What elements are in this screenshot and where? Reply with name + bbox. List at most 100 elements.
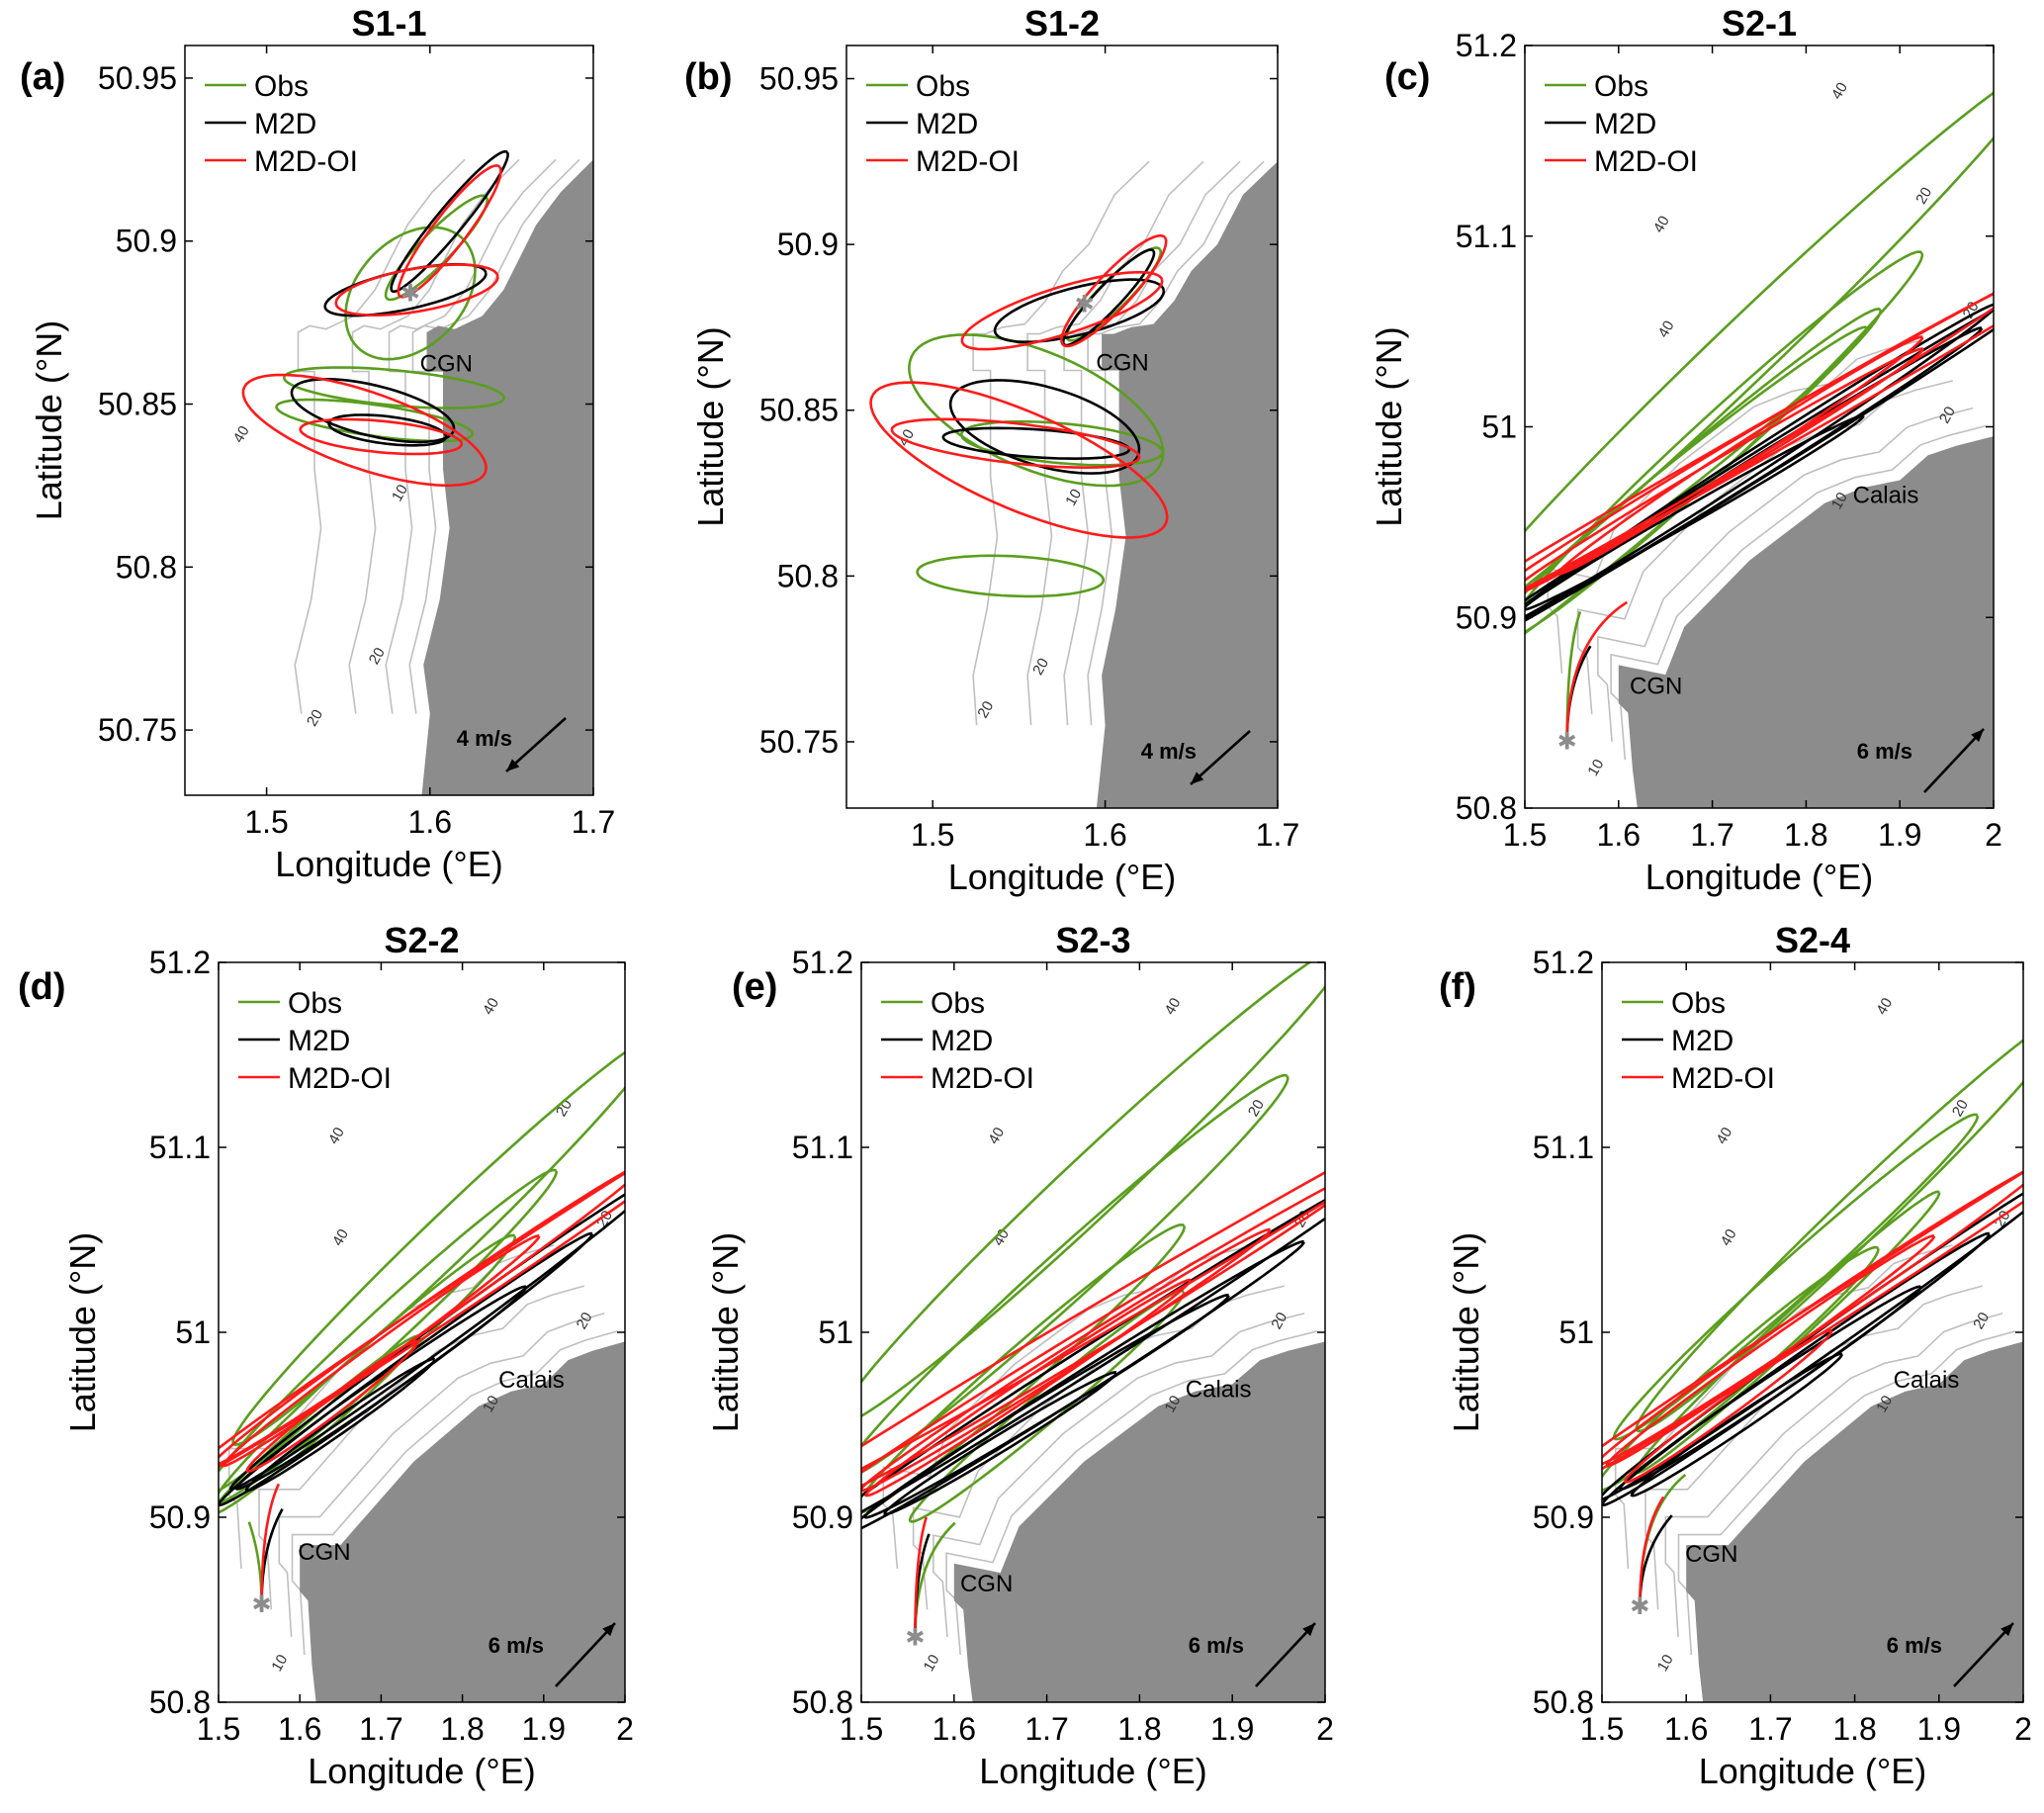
x-tick-label: 2 [1316, 1711, 1334, 1747]
x-axis-label: Longitude (°E) [308, 1751, 536, 1791]
legend-entry: M2D-OI [931, 1062, 1034, 1095]
place-label-cgn: CGN [960, 1571, 1013, 1597]
contour-label: 10 [268, 1652, 291, 1675]
x-tick-label: 1.5 [197, 1711, 240, 1747]
legend-entry: M2D-OI [1594, 145, 1698, 178]
place-label-cgn: CGN [420, 351, 473, 378]
trajectory-loop [290, 377, 456, 444]
contour-label: 20 [593, 1208, 616, 1230]
y-tick-label: 50.95 [759, 61, 839, 97]
contour-line [945, 1330, 1318, 1656]
x-tick-label: 1.5 [1580, 1711, 1624, 1747]
trajectory-loop [1525, 91, 1994, 589]
contour-label: 40 [985, 1125, 1008, 1147]
wind-arrow: 6 m/s [1189, 1622, 1316, 1687]
trajectory-loop [861, 962, 1325, 1418]
trajectory-loop [390, 149, 509, 294]
trajectory-loop [1619, 1285, 1922, 1491]
contour-line [348, 158, 520, 714]
y-axis-label: Latitude (°N) [29, 320, 69, 520]
y-tick-label: 50.85 [98, 387, 177, 422]
panel-s2-2: 40 20 40 40 20 10 20 10 ✱ CGN Calais 6 m/s 1.5 1.6 1.7… [18, 920, 634, 1791]
y-tick-label: 51.1 [1533, 1130, 1594, 1165]
trajectory-loop [1602, 1170, 2023, 1466]
x-tick-label: 1.8 [440, 1711, 484, 1747]
trajectory-tail [1565, 600, 1629, 742]
trajectory-loop [219, 1171, 625, 1469]
place-label-cgn: CGN [298, 1539, 350, 1566]
legend-entry: M2D [931, 1025, 993, 1057]
plot-area: 40 10 20 20 ✱ CGN 4 m/s [230, 149, 593, 795]
y-axis-label: Latitude (°N) [1446, 1232, 1486, 1432]
place-label-cgn: CGN [1096, 350, 1148, 377]
arrow-shaft [1255, 1622, 1316, 1687]
legend: Obs M2D M2D-OI [238, 987, 392, 1095]
y-tick-label: 51.1 [149, 1130, 211, 1165]
arrow-label: 4 m/s [457, 726, 512, 751]
y-axis-label: Latitude (°N) [705, 1232, 746, 1432]
trajectory-loop [916, 554, 1106, 598]
wind-arrow: 6 m/s [1887, 1622, 2014, 1687]
arrow-label: 6 m/s [489, 1633, 544, 1658]
x-tick-label: 1.9 [522, 1711, 566, 1747]
x-axis-label: Longitude (°E) [948, 857, 1177, 897]
contour-line [1547, 338, 1923, 674]
legend: Obs M2D M2D-OI [205, 70, 358, 178]
y-tick-label: 50.75 [98, 712, 177, 748]
place-label-cgn: CGN [1685, 1541, 1737, 1568]
y-axis-label: Latitude (°N) [62, 1232, 103, 1432]
trajectory-loop [908, 333, 1165, 488]
panel-label: (f) [1439, 966, 1476, 1008]
y-axis-label: Latitude (°N) [1369, 326, 1409, 526]
legend-entry: Obs [288, 987, 342, 1020]
trajectory-loop [1602, 1245, 1880, 1493]
land-mass [1096, 161, 1278, 808]
y-tick-label: 50.95 [98, 60, 177, 96]
contour-label: 40 [1713, 1125, 1735, 1147]
contour-label: 10 [1828, 490, 1851, 512]
place-label-calais: Calais [1894, 1367, 1960, 1394]
arrow-shaft [1923, 728, 1985, 793]
contour-label: 10 [1873, 1393, 1896, 1415]
y-tick-label: 50.75 [759, 724, 839, 760]
x-tick-label: 1.7 [1690, 817, 1733, 853]
arrow-shaft [505, 717, 567, 772]
y-tick-label: 50.85 [759, 393, 839, 428]
trajectory-loop [883, 1371, 1117, 1516]
y-tick-label: 50.9 [792, 1499, 853, 1535]
legend-entry: M2D-OI [916, 145, 1020, 178]
trajectory-loop [397, 164, 502, 299]
contour-label: 20 [1245, 1097, 1268, 1120]
y-tick-label: 50.9 [149, 1499, 211, 1535]
arrow-label: 4 m/s [1141, 739, 1197, 764]
y-tick-label: 51 [818, 1314, 853, 1350]
arrow-head [602, 1623, 615, 1637]
x-axis-label: Longitude (°E) [275, 844, 503, 884]
panel-title: S1-1 [351, 3, 426, 44]
series-m2d-oi [869, 233, 1169, 539]
y-tick-label: 50.9 [777, 227, 839, 262]
contour-label: 40 [1873, 995, 1896, 1018]
start-marker: ✱ [905, 1625, 925, 1652]
contour-label: 20 [304, 706, 326, 729]
x-tick-label: 1.7 [359, 1711, 402, 1747]
trajectory-loop [1525, 250, 1924, 634]
y-tick-label: 50.8 [116, 549, 177, 585]
contour-line [294, 158, 466, 714]
contour-label: 20 [366, 645, 389, 668]
contour-line [972, 160, 1150, 726]
trajectory-loop [864, 1278, 1193, 1497]
x-tick-label: 1.6 [278, 1711, 321, 1747]
panel-s1-1: 40 10 20 20 ✱ CGN 4 m/s 1.5 1.6 1.7 50.75 50.8 50.85… [20, 3, 615, 884]
contour-label: 40 [329, 1226, 352, 1249]
contour-line [1597, 407, 1974, 742]
legend-entry: M2D-OI [1671, 1062, 1775, 1095]
arrow-label: 6 m/s [1857, 739, 1912, 764]
y-tick-label: 51 [175, 1314, 211, 1350]
trajectory-loop [861, 1170, 1325, 1471]
y-tick-label: 51 [1558, 1314, 1594, 1350]
arrow-head [2000, 1623, 2013, 1637]
